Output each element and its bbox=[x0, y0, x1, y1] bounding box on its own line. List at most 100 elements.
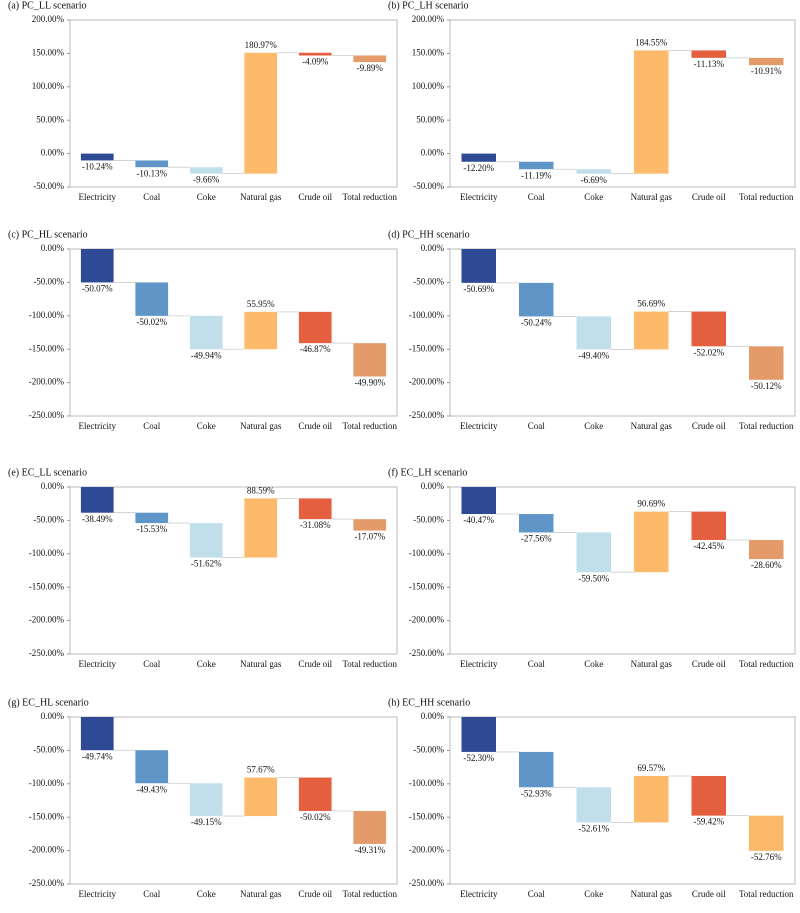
y-tick-label: -150.00% bbox=[29, 581, 65, 591]
value-label: -52.30% bbox=[463, 753, 494, 763]
bar bbox=[298, 498, 332, 520]
value-label: -50.12% bbox=[751, 381, 782, 391]
y-tick-label: 150.00% bbox=[32, 47, 65, 57]
value-label: -46.87% bbox=[300, 344, 331, 354]
bar bbox=[691, 511, 726, 540]
value-label: 184.55% bbox=[635, 37, 668, 47]
x-tick-label: Total reduction bbox=[739, 889, 794, 899]
y-tick-label: -100.00% bbox=[409, 548, 445, 558]
y-tick-label: -100.00% bbox=[409, 778, 445, 788]
panel-title: (c) PC_HL scenario bbox=[8, 229, 88, 240]
bar bbox=[80, 487, 114, 513]
x-tick-label: Electricity bbox=[79, 192, 117, 202]
value-label: -50.24% bbox=[521, 317, 552, 327]
value-label: -40.47% bbox=[463, 515, 494, 525]
bar bbox=[80, 153, 114, 161]
bar bbox=[135, 750, 169, 784]
bar bbox=[519, 161, 554, 170]
x-tick-label: Coke bbox=[584, 659, 603, 669]
x-tick-label: Crude oil bbox=[298, 421, 332, 431]
value-label: -52.61% bbox=[578, 823, 609, 833]
bar bbox=[461, 717, 496, 752]
bar bbox=[749, 539, 784, 560]
value-label: -49.43% bbox=[136, 784, 167, 794]
x-tick-label: Electricity bbox=[79, 889, 117, 899]
value-label: -31.08% bbox=[300, 520, 331, 530]
value-label: -49.31% bbox=[354, 845, 385, 855]
y-tick-label: 150.00% bbox=[412, 47, 445, 57]
y-tick-label: -50.00% bbox=[33, 181, 64, 191]
value-label: -52.76% bbox=[751, 852, 782, 862]
bar bbox=[244, 311, 278, 350]
value-label: 69.57% bbox=[637, 763, 665, 773]
x-tick-label: Electricity bbox=[460, 659, 498, 669]
bar bbox=[749, 346, 784, 380]
plot-frame bbox=[449, 248, 796, 417]
value-label: -52.93% bbox=[521, 788, 552, 798]
y-tick-label: 200.00% bbox=[412, 14, 445, 24]
bar bbox=[353, 343, 387, 377]
value-label: -51.62% bbox=[191, 559, 222, 569]
y-tick-label: 0.00% bbox=[421, 481, 445, 491]
x-tick-label: Coke bbox=[197, 889, 216, 899]
bar bbox=[189, 167, 223, 174]
plot-frame bbox=[69, 716, 398, 885]
panel-title: (d) PC_HH scenario bbox=[388, 229, 470, 240]
x-tick-label: Coke bbox=[584, 889, 603, 899]
bar bbox=[80, 249, 114, 283]
value-label: -11.19% bbox=[521, 170, 552, 180]
value-label: 57.67% bbox=[247, 765, 275, 775]
value-label: -28.60% bbox=[751, 560, 782, 570]
value-label: -11.13% bbox=[694, 59, 725, 69]
x-tick-label: Electricity bbox=[460, 889, 498, 899]
x-tick-label: Coal bbox=[528, 889, 545, 899]
bar bbox=[353, 810, 387, 844]
bar bbox=[691, 311, 726, 347]
value-label: -17.07% bbox=[354, 532, 385, 542]
y-tick-label: -250.00% bbox=[409, 648, 445, 658]
value-label: -38.49% bbox=[82, 514, 113, 524]
value-label: -42.45% bbox=[693, 541, 724, 551]
x-tick-label: Coal bbox=[143, 659, 160, 669]
y-tick-label: 100.00% bbox=[32, 81, 65, 91]
value-label: -59.50% bbox=[578, 573, 609, 583]
x-tick-label: Electricity bbox=[460, 421, 498, 431]
bar bbox=[189, 315, 223, 350]
x-tick-label: Crude oil bbox=[298, 889, 332, 899]
x-tick-label: Coke bbox=[584, 192, 603, 202]
y-tick-label: -50.00% bbox=[413, 514, 444, 524]
y-tick-label: -50.00% bbox=[33, 514, 64, 524]
x-tick-label: Total reduction bbox=[739, 659, 794, 669]
bar bbox=[135, 282, 169, 316]
bar bbox=[576, 532, 611, 573]
plot-frame bbox=[69, 248, 398, 417]
y-tick-label: -100.00% bbox=[29, 548, 65, 558]
bar bbox=[634, 50, 669, 174]
y-tick-label: 50.00% bbox=[416, 114, 444, 124]
y-tick-label: -150.00% bbox=[29, 811, 65, 821]
panel-title: (a) PC_LL scenario bbox=[8, 0, 87, 11]
x-tick-label: Coal bbox=[528, 192, 545, 202]
x-tick-label: Coal bbox=[143, 192, 160, 202]
y-tick-label: -100.00% bbox=[409, 310, 445, 320]
value-label: -12.20% bbox=[463, 163, 494, 173]
bar bbox=[461, 153, 496, 162]
value-label: -49.94% bbox=[191, 350, 222, 360]
x-tick-label: Electricity bbox=[460, 192, 498, 202]
value-label: -52.02% bbox=[693, 347, 724, 357]
y-tick-label: 0.00% bbox=[41, 243, 65, 253]
x-tick-label: Crude oil bbox=[692, 659, 726, 669]
bar bbox=[749, 57, 784, 66]
y-tick-label: -250.00% bbox=[409, 410, 445, 420]
x-tick-label: Coal bbox=[528, 421, 545, 431]
y-tick-label: -200.00% bbox=[29, 377, 65, 387]
value-label: -10.91% bbox=[751, 66, 782, 76]
y-tick-label: -250.00% bbox=[409, 878, 445, 888]
value-label: 56.69% bbox=[637, 299, 665, 309]
x-tick-label: Coal bbox=[143, 889, 160, 899]
x-tick-label: Coal bbox=[143, 421, 160, 431]
value-label: -10.13% bbox=[136, 168, 167, 178]
bar bbox=[189, 783, 223, 817]
bar bbox=[461, 249, 496, 283]
